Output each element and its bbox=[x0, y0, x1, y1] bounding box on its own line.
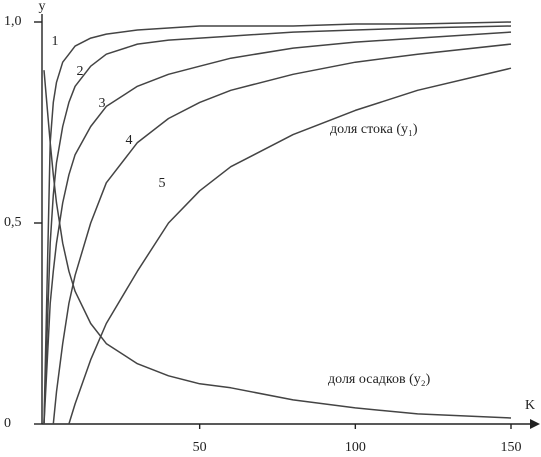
series-label: 5 bbox=[159, 176, 166, 191]
line-series bbox=[68, 67, 512, 425]
series-label: 2 bbox=[77, 64, 84, 79]
series-label: 1 bbox=[52, 34, 59, 49]
y-tick-label: 0,5 bbox=[4, 215, 22, 230]
x-axis-arrow bbox=[530, 419, 540, 429]
line-series bbox=[43, 21, 512, 425]
x-axis-label: K bbox=[525, 398, 535, 413]
line-series bbox=[52, 43, 512, 425]
y-axis-label: y bbox=[39, 0, 46, 14]
x-tick-label: 100 bbox=[345, 440, 366, 455]
series-label: 4 bbox=[126, 133, 133, 148]
annotation: доля стока (y₁) bbox=[330, 122, 418, 137]
line-series bbox=[43, 31, 512, 425]
y-tick-label: 0 bbox=[4, 416, 11, 431]
x-tick-label: 150 bbox=[501, 440, 522, 455]
y-tick-label: 1,0 bbox=[4, 14, 22, 29]
series-label: 3 bbox=[99, 96, 106, 111]
annotation: доля осадков (y₂) bbox=[328, 372, 431, 387]
line-series bbox=[43, 70, 512, 419]
line-series bbox=[43, 25, 512, 425]
x-tick-label: 50 bbox=[193, 440, 207, 455]
